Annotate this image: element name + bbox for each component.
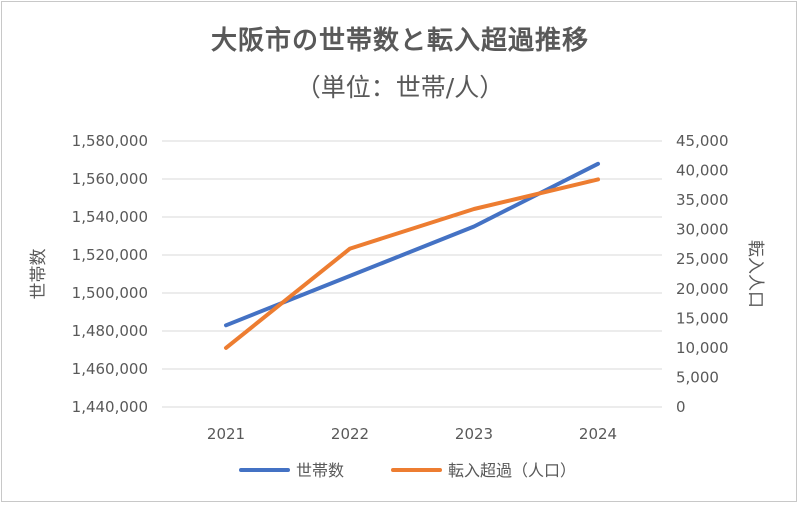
x-tick-label: 2023 — [455, 425, 493, 443]
left-tick-label: 1,540,000 — [72, 208, 148, 226]
series-line — [224, 177, 600, 350]
right-tick-label: 30,000 — [676, 221, 729, 239]
right-tick-label: 10,000 — [676, 339, 729, 357]
left-tick-label: 1,560,000 — [72, 170, 148, 188]
x-tick-label: 2022 — [331, 425, 369, 443]
x-tick-label: 2021 — [207, 425, 245, 443]
chart-title: 大阪市の世帯数と転入超過推移 — [210, 26, 589, 56]
right-axis-title: 転入人口 — [745, 240, 765, 308]
right-tick-label: 45,000 — [676, 132, 729, 150]
chart-subtitle: （単位：世帯/人） — [295, 73, 505, 102]
legend-label: 転入超過（人口） — [448, 461, 576, 480]
left-tick-label: 1,480,000 — [72, 322, 148, 340]
x-tick-label: 2024 — [579, 425, 617, 443]
right-tick-label: 5,000 — [676, 368, 719, 386]
right-tick-label: 35,000 — [676, 191, 729, 209]
left-tick-label: 1,520,000 — [72, 246, 148, 264]
left-axis-title: 世帯数 — [29, 249, 49, 300]
left-tick-label: 1,460,000 — [72, 360, 148, 378]
right-tick-label: 20,000 — [676, 280, 729, 298]
left-tick-label: 1,580,000 — [72, 132, 148, 150]
right-tick-label: 25,000 — [676, 250, 729, 268]
left-tick-label: 1,440,000 — [72, 398, 148, 416]
legend-label: 世帯数 — [296, 461, 344, 480]
left-tick-label: 1,500,000 — [72, 284, 148, 302]
right-tick-label: 40,000 — [676, 162, 729, 180]
right-tick-label: 0 — [676, 398, 686, 416]
right-tick-label: 15,000 — [676, 309, 729, 327]
